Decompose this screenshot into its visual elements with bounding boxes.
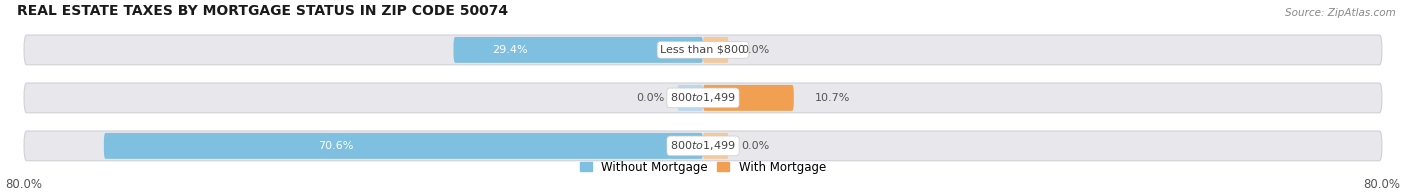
FancyBboxPatch shape [24, 35, 1382, 65]
Text: Less than $800: Less than $800 [661, 45, 745, 55]
Text: 0.0%: 0.0% [637, 93, 665, 103]
Text: $800 to $1,499: $800 to $1,499 [671, 91, 735, 104]
FancyBboxPatch shape [454, 37, 703, 63]
Text: $800 to $1,499: $800 to $1,499 [671, 139, 735, 152]
Text: REAL ESTATE TAXES BY MORTGAGE STATUS IN ZIP CODE 50074: REAL ESTATE TAXES BY MORTGAGE STATUS IN … [17, 4, 509, 18]
Text: 29.4%: 29.4% [492, 45, 529, 55]
FancyBboxPatch shape [24, 83, 1382, 113]
FancyBboxPatch shape [703, 37, 728, 63]
FancyBboxPatch shape [703, 133, 728, 159]
Legend: Without Mortgage, With Mortgage: Without Mortgage, With Mortgage [575, 156, 831, 178]
FancyBboxPatch shape [703, 85, 794, 111]
Text: 0.0%: 0.0% [741, 141, 769, 151]
FancyBboxPatch shape [24, 131, 1382, 161]
Text: 10.7%: 10.7% [815, 93, 851, 103]
Text: 70.6%: 70.6% [318, 141, 353, 151]
FancyBboxPatch shape [104, 133, 703, 159]
Text: Source: ZipAtlas.com: Source: ZipAtlas.com [1285, 8, 1396, 18]
FancyBboxPatch shape [678, 85, 703, 111]
Text: 0.0%: 0.0% [741, 45, 769, 55]
